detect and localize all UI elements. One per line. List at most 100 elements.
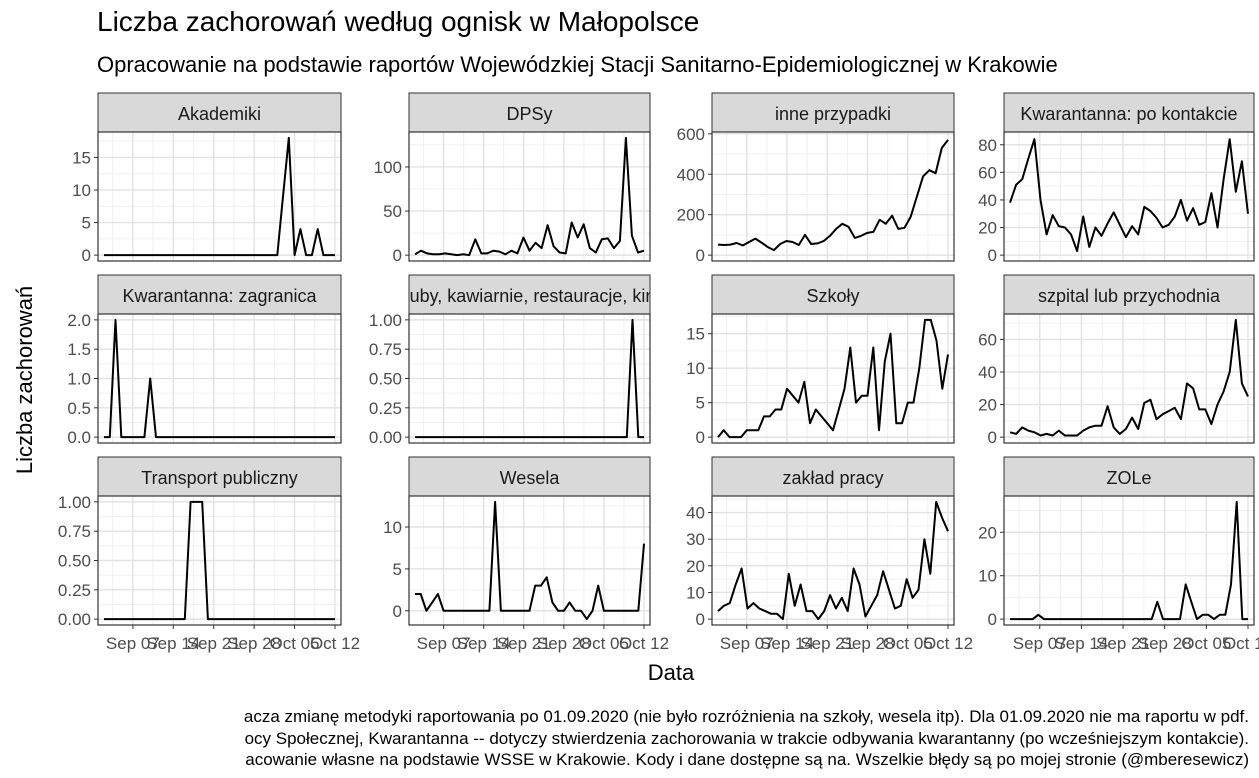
x-axis-title: Data — [648, 660, 695, 685]
y-tick-label: 0 — [393, 602, 402, 621]
facet-strip-label: Szkoły — [806, 286, 859, 306]
y-tick-label: 0.50 — [369, 370, 402, 389]
y-tick-label: 2.0 — [67, 311, 91, 330]
chart-subtitle: Opracowanie na podstawie raportów Wojewó… — [97, 52, 1058, 77]
y-tick-label: 5 — [696, 394, 705, 413]
series-line — [1009, 318, 1249, 437]
y-tick-label: 20 — [686, 557, 705, 576]
x-tick-label: Sep 07 — [720, 634, 774, 653]
facet-2: inne przypadki 0 200 400 600 — [677, 92, 955, 265]
series-line — [104, 136, 335, 257]
x-tick-label: Sep 28 — [227, 634, 281, 653]
y-tick-label: 1.5 — [67, 340, 91, 359]
series-line — [415, 500, 645, 621]
facet-strip-label: inne przypadki — [775, 104, 891, 124]
y-tick-label: 0.25 — [58, 581, 91, 600]
series-line — [717, 318, 949, 439]
series-line — [104, 500, 335, 621]
facet-1: DPSy 0 50 100 — [374, 92, 651, 265]
y-tick-label: 15 — [686, 325, 705, 344]
y-tick-label: 0 — [696, 610, 705, 629]
facet-strip-label: DPSy — [506, 104, 552, 124]
facet-strip-label: Kluby, kawiarnie, restauracje, kina — [394, 286, 667, 306]
x-tick-label: Sep 07 — [106, 634, 160, 653]
series-line — [1010, 500, 1248, 621]
facet-strip-label: ZOLe — [1106, 468, 1151, 488]
facet-strip — [408, 274, 651, 315]
y-tick-label: 0.75 — [369, 340, 402, 359]
x-tick-label: Sep 28 — [1138, 634, 1192, 653]
y-tick-label: 20 — [978, 523, 997, 542]
caption: acza zmianę metodyki raportowania po 01.… — [0, 706, 1249, 771]
y-tick-label: 0 — [988, 610, 997, 629]
x-tick-label: Sep 14 — [457, 634, 511, 653]
y-tick-label: 60 — [978, 330, 997, 349]
facet-7: szpital lub przychodnia 0 20 40 60 — [978, 274, 1255, 447]
x-tick-label: Sep 14 — [1054, 634, 1108, 653]
y-tick-label: 60 — [978, 163, 997, 182]
y-tick-label: 0 — [393, 246, 402, 265]
x-tick-label: Oct 05 — [1181, 634, 1231, 653]
x-tick-label: Oct 12 — [923, 634, 973, 653]
facet-8: Transport publiczny 0.00 0.25 0.50 0.75 1.00 S… — [58, 456, 360, 653]
y-tick-label: 0 — [696, 428, 705, 447]
y-tick-label: 0.00 — [58, 610, 91, 629]
facet-strip — [1003, 92, 1255, 133]
y-tick-label: 5 — [82, 214, 91, 233]
x-tick-label: Sep 21 — [1096, 634, 1150, 653]
y-tick-label: 0 — [988, 428, 997, 447]
y-tick-label: 40 — [686, 504, 705, 523]
y-tick-label: 20 — [978, 396, 997, 415]
x-tick-label: Oct 05 — [270, 634, 320, 653]
series-line — [1009, 138, 1249, 252]
facet-0: Akademiki 0 5 10 15 — [72, 92, 342, 265]
y-tick-label: 0.75 — [58, 522, 91, 541]
y-tick-label: 20 — [978, 219, 997, 238]
facet-strip-label: Kwarantanna: po kontakcie — [1020, 104, 1237, 124]
x-tick-label: Oct 12 — [310, 634, 360, 653]
y-tick-label: 10 — [72, 181, 91, 200]
y-tick-label: 80 — [978, 136, 997, 155]
y-tick-label: 10 — [686, 583, 705, 602]
y-tick-label: 0.0 — [67, 428, 91, 447]
facet-panel — [409, 496, 650, 625]
y-tick-label: 1.00 — [369, 311, 402, 330]
chart-title: Liczba zachorowań według ognisk w Małopo… — [97, 6, 700, 37]
facet-strip — [711, 274, 955, 315]
x-tick-label: Sep 14 — [146, 634, 200, 653]
y-tick-label: 0.5 — [67, 399, 91, 418]
facet-strip — [1003, 274, 1255, 315]
facet-strip — [711, 92, 955, 133]
y-tick-label: 15 — [72, 148, 91, 167]
x-tick-label: Sep 07 — [417, 634, 471, 653]
series-line — [717, 139, 949, 252]
facet-6: Szkoły 0 5 10 15 — [686, 274, 955, 447]
facet-strip-label: Kwarantanna: zagranica — [122, 286, 317, 306]
y-tick-label: 10 — [686, 359, 705, 378]
facet-strip-label: szpital lub przychodnia — [1038, 286, 1221, 306]
x-tick-label: Oct 05 — [579, 634, 629, 653]
caption-line-2: ocy Społecznej, Kwarantanna -- dotyczy s… — [244, 728, 1249, 748]
y-axis-title: Liczba zachorowań — [12, 286, 37, 474]
y-tick-label: 1.00 — [58, 493, 91, 512]
facet-strip-label: Wesela — [500, 468, 561, 488]
y-tick-label: 0 — [82, 246, 91, 265]
y-tick-label: 30 — [686, 530, 705, 549]
facet-panel — [1004, 496, 1254, 625]
y-tick-label: 0.00 — [369, 428, 402, 447]
facet-strip-label: Akademiki — [178, 104, 261, 124]
facet-panel — [98, 132, 341, 261]
y-tick-label: 0 — [988, 246, 997, 265]
y-tick-label: 0 — [696, 246, 705, 265]
y-tick-label: 10 — [383, 518, 402, 537]
facet-strip — [97, 274, 342, 315]
facet-5: Kluby, kawiarnie, restauracje, kina 0.00 0… — [369, 274, 667, 447]
series-line — [415, 318, 644, 439]
y-tick-label: 5 — [393, 560, 402, 579]
facet-strip — [97, 456, 342, 497]
y-tick-label: 10 — [978, 567, 997, 586]
facet-3: Kwarantanna: po kontakcie 0 20 40 60 80 — [978, 92, 1255, 265]
